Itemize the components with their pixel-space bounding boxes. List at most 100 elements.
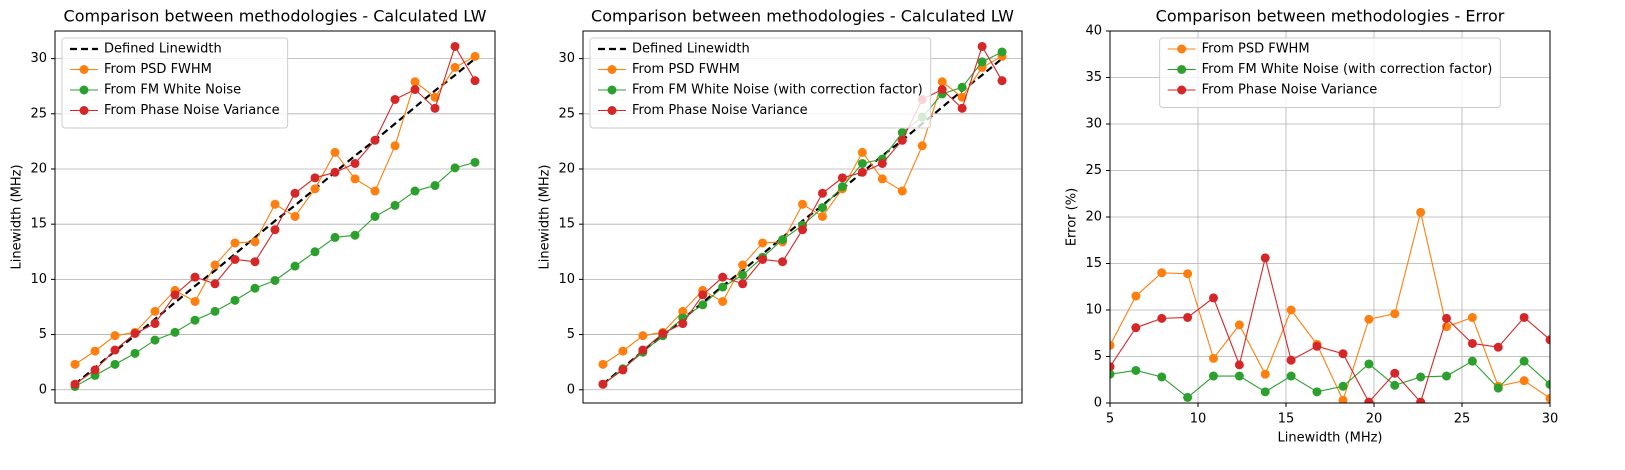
marker xyxy=(598,359,608,369)
chart-title: Comparison between methodologies - Calcu… xyxy=(64,7,487,26)
marker xyxy=(917,141,927,151)
x-tick-label: 15 xyxy=(1278,412,1295,427)
legend-label: From Phase Noise Variance xyxy=(1202,83,1378,98)
y-axis-label: Linewidth (MHz) xyxy=(10,164,25,269)
marker xyxy=(1312,341,1322,351)
marker xyxy=(1467,338,1477,348)
marker xyxy=(598,379,608,389)
legend-item: Defined Linewidth xyxy=(70,42,222,57)
marker xyxy=(330,167,340,177)
y-tick-label: 20 xyxy=(558,161,575,176)
axes-frame xyxy=(1109,30,1551,404)
marker xyxy=(170,327,180,337)
legend-marker xyxy=(79,65,89,74)
x-tick-label: 25 xyxy=(1454,412,1471,427)
axes-frame xyxy=(582,30,1023,404)
legend-item: From PSD FWHM xyxy=(70,62,212,77)
marker xyxy=(738,270,748,280)
marker xyxy=(718,282,728,292)
marker xyxy=(230,295,240,305)
y-tick-label: 10 xyxy=(558,272,575,287)
marker xyxy=(190,296,200,306)
marker xyxy=(450,62,460,72)
y-tick-label: 10 xyxy=(30,272,47,287)
marker xyxy=(1131,291,1141,301)
marker xyxy=(370,211,380,221)
plot-area xyxy=(598,41,1007,389)
marker xyxy=(877,174,887,184)
marker xyxy=(270,225,280,235)
marker xyxy=(150,319,160,329)
marker xyxy=(1234,320,1244,330)
marker xyxy=(370,135,380,145)
marker xyxy=(450,163,460,173)
marker xyxy=(857,167,867,177)
legend-marker xyxy=(79,85,89,95)
legend-label: From FM White Noise (with correction fac… xyxy=(1202,62,1493,77)
marker xyxy=(1364,397,1374,403)
marker xyxy=(758,254,768,264)
legend-label: From FM White Noise (with correction fac… xyxy=(632,83,923,98)
marker xyxy=(190,315,200,325)
marker xyxy=(410,85,420,95)
marker xyxy=(230,238,240,248)
marker xyxy=(758,238,768,248)
marker xyxy=(817,188,827,198)
marker xyxy=(390,94,400,104)
marker xyxy=(1234,360,1244,370)
y-tick-label: 0 xyxy=(39,382,47,397)
y-tick-label: 5 xyxy=(39,327,47,342)
marker xyxy=(837,173,847,183)
legend-marker xyxy=(1177,65,1187,74)
marker xyxy=(1390,309,1400,319)
marker xyxy=(110,331,120,341)
y-tick-label: 5 xyxy=(567,327,575,342)
marker xyxy=(70,379,80,389)
legend-label: Defined Linewidth xyxy=(632,42,750,57)
marker xyxy=(330,232,340,242)
marker xyxy=(110,359,120,369)
marker xyxy=(430,92,440,102)
marker xyxy=(877,158,887,168)
marker xyxy=(170,290,180,300)
legend-item: From Phase Noise Variance xyxy=(598,103,808,118)
legend-item: From Phase Noise Variance xyxy=(1167,83,1378,98)
y-axis-label: Error (%) xyxy=(1065,188,1080,246)
marker xyxy=(1338,349,1348,359)
chart-title: Comparison between methodologies - Calcu… xyxy=(591,7,1014,26)
marker xyxy=(1416,372,1426,382)
legend-marker xyxy=(607,65,617,74)
marker xyxy=(350,174,360,184)
legend-label: From Phase Noise Variance xyxy=(632,103,808,118)
marker xyxy=(210,260,220,270)
marker xyxy=(1286,371,1296,381)
marker xyxy=(1208,353,1218,363)
marker xyxy=(977,41,987,51)
legend-item: Defined Linewidth xyxy=(598,42,750,57)
legend-marker xyxy=(1177,85,1187,95)
marker xyxy=(90,365,100,375)
plot-area xyxy=(70,41,480,391)
series-line xyxy=(74,57,476,386)
marker xyxy=(738,279,748,289)
marker xyxy=(1260,387,1270,397)
marker xyxy=(130,348,140,358)
y-tick-label: 15 xyxy=(1085,256,1102,271)
marker xyxy=(1131,323,1141,333)
marker xyxy=(430,103,440,113)
marker xyxy=(1286,305,1296,315)
marker xyxy=(390,141,400,151)
marker xyxy=(798,225,807,235)
marker xyxy=(678,306,688,316)
marker xyxy=(778,235,788,245)
y-tick-label: 5 xyxy=(1094,349,1102,364)
x-tick-label: 10 xyxy=(1190,412,1207,427)
marker xyxy=(638,331,648,341)
marker xyxy=(390,200,400,210)
y-tick-label: 0 xyxy=(567,382,575,397)
marker xyxy=(370,186,380,196)
y-tick-label: 35 xyxy=(1085,70,1102,85)
marker xyxy=(798,199,807,209)
series-line xyxy=(1110,212,1550,402)
